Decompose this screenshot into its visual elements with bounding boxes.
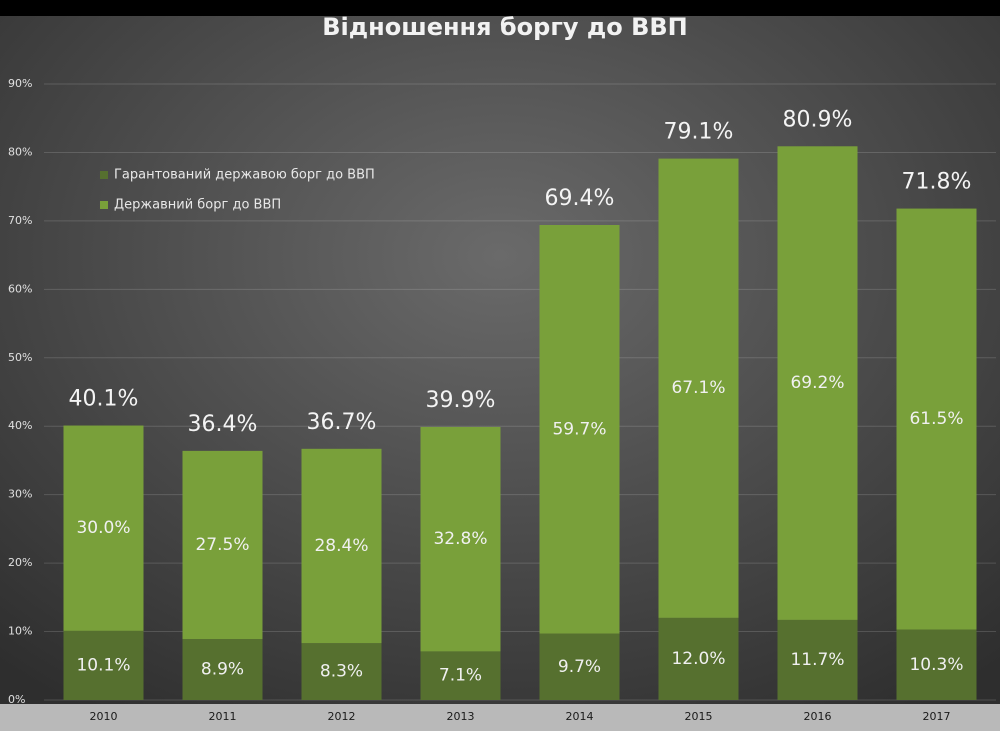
total-label: 36.7%	[307, 410, 377, 435]
bar-segment	[539, 224, 620, 634]
bar-segment	[420, 426, 501, 652]
x-tick-label: 2016	[804, 710, 832, 723]
y-tick-label: 90%	[8, 77, 32, 90]
value-label: 30.0%	[76, 518, 130, 538]
bar-segment	[658, 158, 739, 618]
total-label: 40.1%	[69, 387, 139, 412]
y-tick-label: 70%	[8, 214, 32, 227]
y-tick-label: 80%	[8, 145, 32, 158]
y-tick-label: 20%	[8, 556, 32, 569]
bar-segment	[63, 425, 144, 631]
x-tick-label: 2011	[209, 710, 237, 723]
y-tick-label: 60%	[8, 282, 32, 295]
value-label: 69.2%	[790, 373, 844, 393]
top-band	[0, 0, 1000, 16]
bar-segment	[182, 639, 263, 700]
value-label: 9.7%	[558, 657, 601, 677]
bar-segment	[301, 448, 382, 644]
legend-swatch	[100, 201, 108, 209]
value-label: 61.5%	[909, 409, 963, 429]
legend-swatch	[100, 171, 108, 179]
value-label: 32.8%	[433, 529, 487, 549]
y-tick-label: 40%	[8, 419, 32, 432]
value-label: 28.4%	[314, 536, 368, 556]
bar-segment	[301, 643, 382, 700]
y-tick-label: 10%	[8, 625, 32, 638]
y-tick-label: 0%	[8, 693, 25, 706]
bar-segment	[777, 146, 858, 620]
total-label: 79.1%	[664, 120, 734, 145]
value-label: 8.3%	[320, 662, 363, 682]
y-tick-label: 50%	[8, 351, 32, 364]
y-tick-label: 30%	[8, 488, 32, 501]
x-tick-label: 2012	[328, 710, 356, 723]
x-tick-label: 2015	[685, 710, 713, 723]
value-label: 59.7%	[552, 419, 606, 439]
total-label: 36.4%	[188, 412, 258, 437]
total-label: 71.8%	[902, 170, 972, 195]
total-label: 69.4%	[545, 186, 615, 211]
bar-segment	[896, 629, 977, 700]
bar-segment	[420, 651, 501, 700]
bar-segment	[896, 208, 977, 630]
bar-segment	[539, 633, 620, 700]
bar-segment	[63, 630, 144, 700]
value-label: 10.1%	[76, 655, 130, 675]
x-tick-label: 2013	[447, 710, 475, 723]
x-tick-label: 2014	[566, 710, 594, 723]
value-label: 7.1%	[439, 666, 482, 686]
legend-label: Гарантований державою борг до ВВП	[114, 168, 375, 183]
bar-segment	[182, 450, 263, 640]
value-label: 8.9%	[201, 660, 244, 680]
bar-segment	[777, 619, 858, 700]
total-label: 39.9%	[426, 388, 496, 413]
x-tick-label: 2017	[923, 710, 951, 723]
total-label: 80.9%	[783, 107, 853, 132]
x-tick-label: 2010	[90, 710, 118, 723]
chart-title: Відношення боргу до ВВП	[322, 13, 688, 41]
value-label: 67.1%	[671, 378, 725, 398]
legend-label: Державний борг до ВВП	[114, 198, 281, 213]
value-label: 12.0%	[671, 649, 725, 669]
value-label: 27.5%	[195, 535, 249, 555]
bar-segment	[658, 617, 739, 700]
value-label: 10.3%	[909, 655, 963, 675]
value-label: 11.7%	[790, 650, 844, 670]
axis-band	[0, 704, 1000, 731]
